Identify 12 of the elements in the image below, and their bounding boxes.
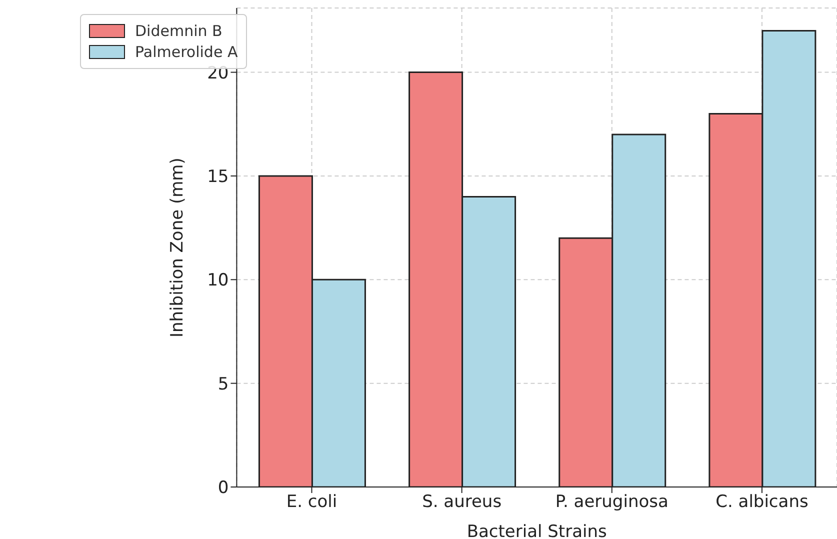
x-axis-title: Bacterial Strains <box>466 522 608 539</box>
x-tick-label: E. coli <box>286 492 338 512</box>
legend-label: Palmerolide A <box>135 43 238 61</box>
x-tick-label: P. aeruginosa <box>555 492 668 512</box>
y-tick-label: 0 <box>218 478 229 498</box>
y-tick-label: 15 <box>207 166 229 187</box>
y-axis-title: Inhibition Zone (mm) <box>168 158 188 338</box>
y-tick-label: 10 <box>207 270 229 291</box>
x-tick-label: S. aureus <box>422 492 502 512</box>
legend-label: Didemnin B <box>135 22 222 40</box>
x-tick-label: C. albicans <box>716 492 808 512</box>
y-tick-label: 5 <box>218 374 229 394</box>
